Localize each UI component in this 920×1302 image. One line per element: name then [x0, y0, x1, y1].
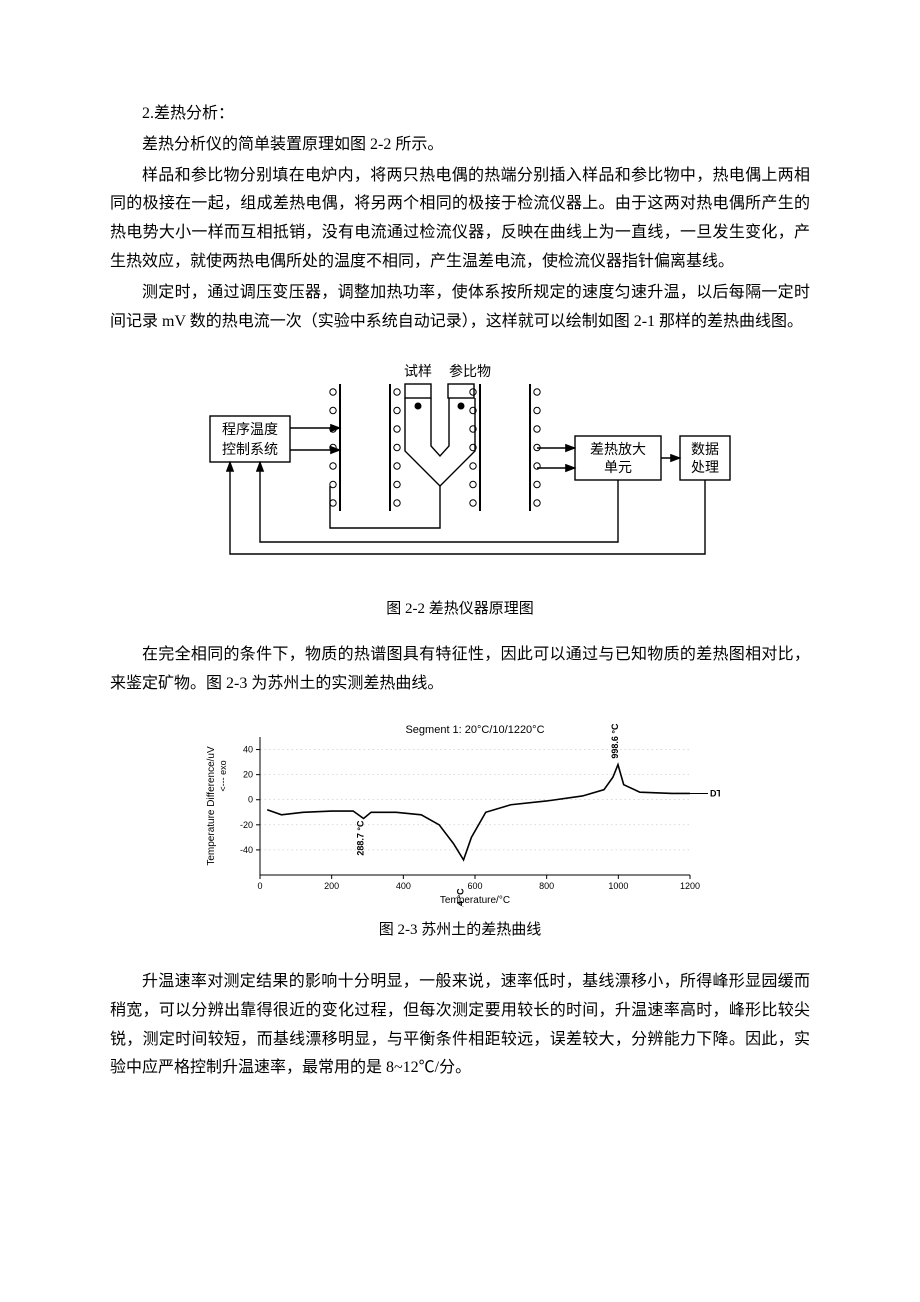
- svg-text:1200: 1200: [680, 881, 700, 891]
- svg-text:600: 600: [467, 881, 482, 891]
- svg-text:288.7 °C: 288.7 °C: [356, 820, 366, 856]
- figure-2-2-diagram: 程序温度控制系统 试样 参比物差热放大单元 数据处理: [180, 356, 740, 586]
- svg-text:800: 800: [539, 881, 554, 891]
- svg-text:单元: 单元: [604, 460, 632, 476]
- figure-2-2-caption: 图 2-2 差热仪器原理图: [110, 596, 810, 623]
- paragraph-heating-rate: 升温速率对测定结果的影响十分明显，一般来说，速率低时，基线漂移小，所得峰形显园缓…: [110, 968, 810, 1083]
- svg-text:处理: 处理: [691, 460, 719, 476]
- section-heading: 2.差热分析：: [110, 100, 810, 129]
- svg-text:Temperature Difference/uV: Temperature Difference/uV: [206, 746, 217, 866]
- svg-text:0: 0: [248, 795, 253, 805]
- figure-2-3-chart: 0 200 400 600 800 1000 1200 -40 -20 0 20 40 Segment …: [200, 717, 720, 907]
- svg-text:差热放大: 差热放大: [590, 442, 646, 458]
- svg-text:200: 200: [324, 881, 339, 891]
- figure-2-3-caption: 图 2-3 苏州土的差热曲线: [110, 917, 810, 944]
- svg-text:控制系统: 控制系统: [222, 442, 278, 458]
- svg-text:998.6 °C: 998.6 °C: [610, 723, 620, 759]
- paragraph-characteristic: 在完全相同的条件下，物质的热谱图具有特征性，因此可以通过与已知物质的差热图相对比…: [110, 641, 810, 699]
- svg-text:40: 40: [243, 745, 253, 755]
- svg-text:568.4 °C: 568.4 °C: [456, 888, 466, 907]
- svg-text:数据: 数据: [691, 442, 719, 458]
- svg-text:试样: 试样: [404, 364, 432, 380]
- svg-text:参比物: 参比物: [449, 363, 491, 380]
- svg-text:20: 20: [243, 770, 253, 780]
- svg-text:400: 400: [396, 881, 411, 891]
- svg-text:1000: 1000: [608, 881, 628, 891]
- svg-text:DTA: DTA: [710, 788, 720, 798]
- svg-text:Temperature/°C: Temperature/°C: [440, 895, 510, 906]
- paragraph-principle: 样品和参比物分别填在电炉内，将两只热电偶的热端分别插入样品和参比物中，热电偶上两…: [110, 162, 810, 277]
- svg-text:-20: -20: [240, 820, 253, 830]
- paragraph-measurement: 测定时，通过调压变压器，调整加热功率，使体系按所规定的速度匀速升温，以后每隔一定…: [110, 279, 810, 337]
- svg-text:-40: -40: [240, 845, 253, 855]
- svg-text:<--- exo: <--- exo: [218, 760, 228, 791]
- paragraph-intro: 差热分析仪的简单装置原理如图 2-2 所示。: [110, 131, 810, 160]
- svg-text:程序温度: 程序温度: [222, 422, 278, 438]
- svg-text:Segment 1: 20°C/10/1220°C: Segment 1: 20°C/10/1220°C: [405, 724, 544, 736]
- svg-text:0: 0: [257, 881, 262, 891]
